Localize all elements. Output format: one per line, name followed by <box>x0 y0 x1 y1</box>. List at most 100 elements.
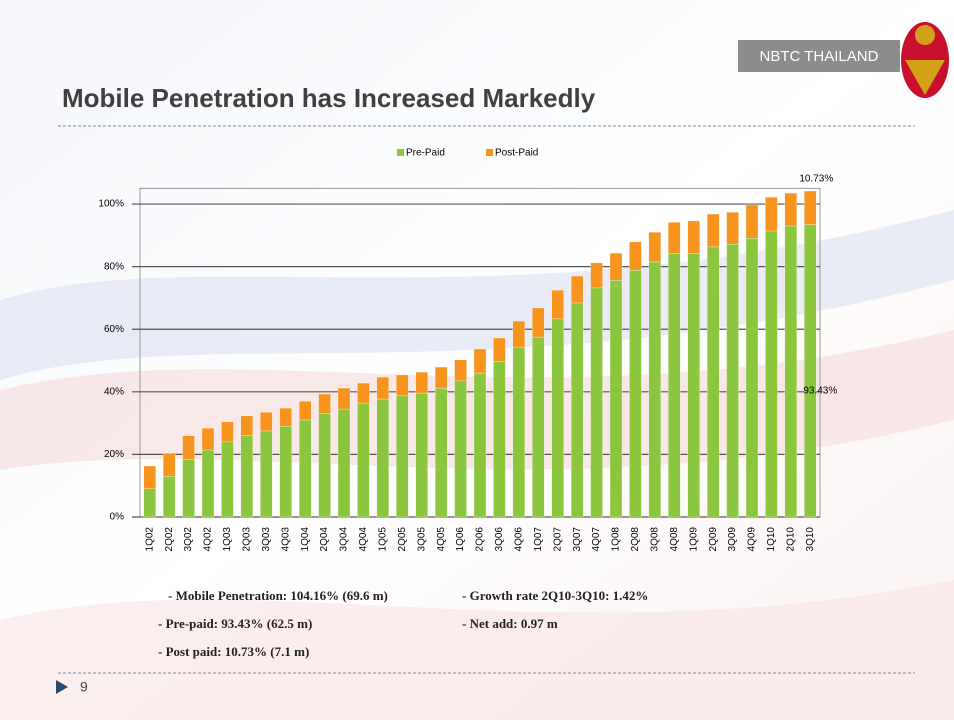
x-tick-label: 2Q07 <box>552 527 563 552</box>
x-tick-label: 1Q04 <box>300 527 311 552</box>
y-tick-label: 60% <box>104 324 124 335</box>
x-tick-label: 1Q07 <box>533 527 544 552</box>
bar-segment <box>668 253 681 518</box>
bar-segment <box>415 371 428 394</box>
bar-segment <box>512 346 526 518</box>
bar-segment <box>551 318 564 518</box>
bar-segment <box>240 415 254 436</box>
bar-segment <box>454 359 467 382</box>
bar-segment <box>629 241 642 271</box>
bar-segment <box>279 407 292 427</box>
y-tick-label: 40% <box>104 386 124 397</box>
bullet: - Mobile Penetration: 104.16% (69.6 m) <box>168 588 388 603</box>
bar-segment <box>260 430 273 518</box>
bar-segment <box>570 275 584 304</box>
bar-segment <box>609 279 623 518</box>
bar-segment <box>376 398 390 518</box>
x-tick-label: 2Q09 <box>708 527 719 552</box>
value-label: 10.73% <box>799 174 833 185</box>
x-tick-label: 4Q08 <box>669 527 680 552</box>
bar-segment <box>260 412 273 432</box>
bar-segment <box>201 427 215 451</box>
bar-segment <box>221 421 234 443</box>
bar-segment <box>298 401 312 421</box>
title: Mobile Penetration has Increased Markedl… <box>62 83 596 113</box>
x-tick-label: 2Q08 <box>630 527 641 552</box>
x-tick-label: 2Q03 <box>241 527 252 552</box>
bar-segment <box>551 289 564 320</box>
x-tick-label: 1Q02 <box>144 527 155 552</box>
bar-segment <box>201 449 215 518</box>
legend-swatch <box>486 149 493 156</box>
bar-segment <box>298 419 312 518</box>
bar-segment <box>590 262 603 289</box>
x-tick-label: 4Q06 <box>513 527 524 552</box>
bar-segment <box>784 225 798 518</box>
x-tick-label: 1Q10 <box>766 527 777 552</box>
bar-segment <box>493 337 506 362</box>
bar-segment <box>162 453 176 477</box>
bar-segment <box>454 380 467 518</box>
x-tick-label: 1Q03 <box>222 527 233 552</box>
flag-swirl <box>0 580 954 720</box>
bar-segment <box>493 360 506 518</box>
x-tick-label: 3Q03 <box>261 527 272 552</box>
flag-swirl <box>0 210 954 380</box>
x-tick-label: 1Q08 <box>611 527 622 552</box>
bullet: - Net add: 0.97 m <box>462 616 558 631</box>
bar-segment <box>143 465 156 489</box>
bar-segment <box>337 387 351 410</box>
chart: 0% 20% 40% 60% 80% 100% Pre-Paid Post-Paid 1Q02 2… <box>98 148 837 552</box>
bar-segment <box>570 302 584 518</box>
legend-label: Post-Paid <box>495 148 538 159</box>
bar-segment <box>279 426 292 518</box>
bar-segment <box>668 222 681 254</box>
bar-segment <box>473 372 487 518</box>
bar-segment <box>434 366 448 389</box>
legend-label: Pre-Paid <box>406 148 445 159</box>
bar-segment <box>396 374 409 397</box>
bar-segment <box>745 204 759 239</box>
x-tick-label: 3Q05 <box>416 527 427 552</box>
bar-segment <box>629 269 642 518</box>
bar-segment <box>726 243 739 518</box>
y-tick-label: 20% <box>104 449 124 460</box>
bullet: - Growth rate 2Q10-3Q10: 1.42% <box>462 588 648 603</box>
x-tick-label: 3Q04 <box>339 527 350 552</box>
x-tick-label: 3Q08 <box>649 527 660 552</box>
bar-segment <box>182 458 195 518</box>
bar-segment <box>357 402 370 518</box>
x-tick-label: 4Q02 <box>203 527 214 552</box>
x-tick-label: 3Q07 <box>572 527 583 552</box>
bar-segment <box>745 238 759 518</box>
bar-segment <box>434 387 448 518</box>
bar-segment <box>162 476 176 518</box>
bar-segment <box>687 220 700 254</box>
x-tick-label: 2Q02 <box>164 527 175 552</box>
bar-segment <box>396 395 409 518</box>
x-tick-label: 1Q09 <box>688 527 699 552</box>
bar-segment <box>512 320 526 348</box>
y-tick-label: 0% <box>110 512 125 523</box>
bar-segment <box>221 441 234 518</box>
legend-swatch <box>397 149 404 156</box>
page-marker <box>56 680 68 694</box>
bar-segment <box>687 253 700 518</box>
bullet: - Pre-paid: 93.43% (62.5 m) <box>158 616 312 631</box>
bar-segment <box>532 307 545 338</box>
badge: NBTC THAILAND <box>760 48 879 65</box>
bar-segment <box>143 488 156 518</box>
bar-segment <box>706 213 720 248</box>
bar-segment <box>473 348 487 374</box>
x-tick-label: 3Q02 <box>183 527 194 552</box>
x-tick-label: 4Q05 <box>436 527 447 552</box>
bar-segment <box>376 376 390 400</box>
y-tick-label: 100% <box>98 199 124 210</box>
x-tick-label: 3Q09 <box>727 527 738 552</box>
x-tick-label: 3Q10 <box>805 527 816 552</box>
x-tick-label: 1Q06 <box>455 527 466 552</box>
bar-segment <box>532 336 545 518</box>
bar-segment <box>182 435 195 460</box>
